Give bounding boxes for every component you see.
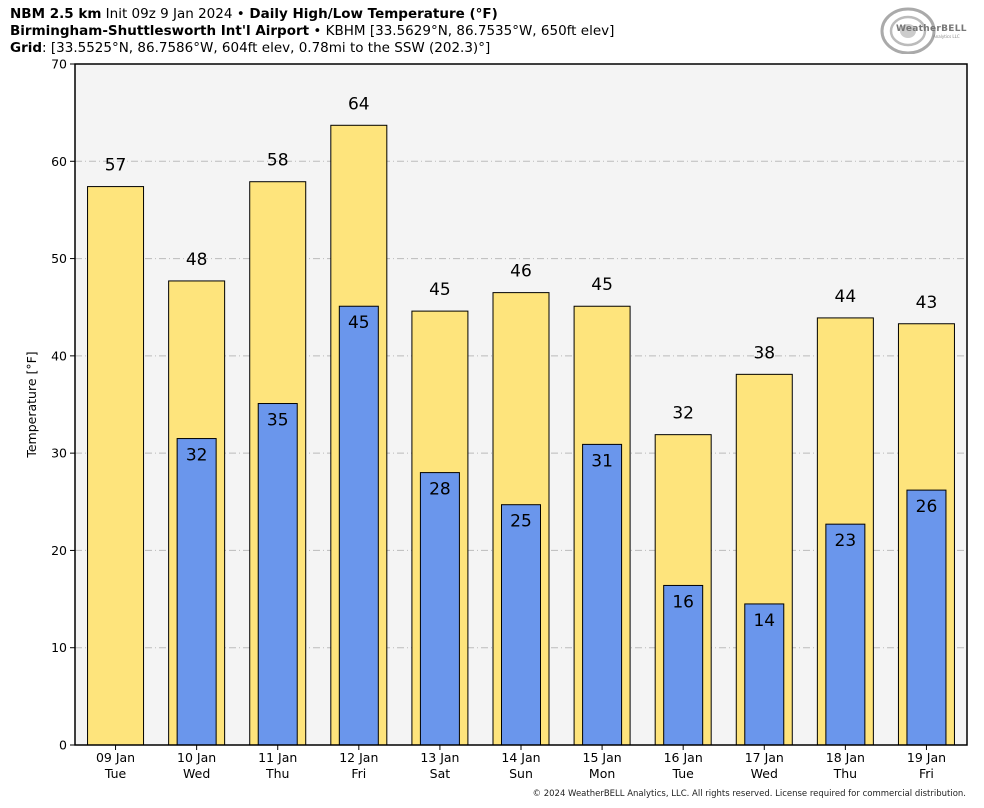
y-tick-label: 10 xyxy=(51,640,67,655)
x-tick-label-day: Sat xyxy=(430,766,451,781)
x-tick-label-day: Wed xyxy=(183,766,210,781)
x-tick-label-day: Thu xyxy=(833,766,857,781)
bar-low xyxy=(825,523,866,746)
label-high: 38 xyxy=(753,343,775,363)
chart-title-line1: NBM 2.5 km Init 09z 9 Jan 2024 • Daily H… xyxy=(10,6,498,23)
x-tick-label-date: 13 Jan xyxy=(420,750,459,765)
station-info: • KBHM [33.5629°N, 86.7535°W, 650ft elev… xyxy=(309,23,615,39)
label-high: 57 xyxy=(105,156,127,176)
bar-low xyxy=(501,504,541,746)
x-tick-label-day: Tue xyxy=(672,766,695,781)
logo-subtext: Analytics LLC xyxy=(933,34,960,39)
x-tick-label-date: 09 Jan xyxy=(96,750,135,765)
label-low: 16 xyxy=(672,592,694,612)
title-separator: • xyxy=(236,6,245,22)
chart-title-line3: Grid: [33.5525°N, 86.7586°W, 604ft elev,… xyxy=(10,40,490,57)
x-tick-label-day: Fri xyxy=(919,766,934,781)
x-tick-label-date: 14 Jan xyxy=(501,750,540,765)
bar-low xyxy=(906,489,947,746)
label-low: 45 xyxy=(348,313,370,333)
label-low: 23 xyxy=(835,531,857,551)
bar-low xyxy=(176,438,217,746)
x-tick-label-date: 16 Jan xyxy=(664,750,703,765)
bar-low xyxy=(419,472,460,746)
x-tick-label-day: Tue xyxy=(104,766,127,781)
logo-text: WeatherBELL xyxy=(896,24,967,34)
grid-label: Grid xyxy=(10,40,43,56)
label-low: 26 xyxy=(916,497,938,517)
label-high: 46 xyxy=(510,262,532,282)
label-low: 32 xyxy=(186,446,208,466)
label-high: 45 xyxy=(591,275,613,295)
station-name: Birmingham-Shuttlesworth Int'l Airport xyxy=(10,23,310,39)
model-name: NBM 2.5 km xyxy=(10,6,102,22)
init-time: Init 09z 9 Jan 2024 xyxy=(101,6,237,22)
y-tick-label: 50 xyxy=(51,251,67,266)
label-low: 31 xyxy=(591,451,613,471)
x-tick-label-day: Fri xyxy=(351,766,366,781)
y-tick-label: 20 xyxy=(51,543,67,558)
x-tick-label-date: 12 Jan xyxy=(339,750,378,765)
bar-low xyxy=(338,305,379,746)
x-tick-label-day: Mon xyxy=(589,766,615,781)
x-tick-label-date: 17 Jan xyxy=(745,750,784,765)
label-high: 32 xyxy=(672,404,694,424)
x-tick-label-date: 15 Jan xyxy=(583,750,622,765)
x-tick-label-day: Thu xyxy=(265,766,289,781)
x-tick-label-day: Wed xyxy=(751,766,778,781)
label-high: 45 xyxy=(429,280,451,300)
x-tick-label-date: 18 Jan xyxy=(826,750,865,765)
bar-low xyxy=(663,584,704,746)
label-high: 43 xyxy=(916,293,938,313)
label-low: 35 xyxy=(267,411,289,431)
x-tick-label-date: 10 Jan xyxy=(177,750,216,765)
y-tick-label: 30 xyxy=(51,446,67,461)
y-axis-label: Temperature [°F] xyxy=(24,351,39,458)
x-tick-label-day: Sun xyxy=(509,766,533,781)
bar-high xyxy=(87,186,145,746)
y-tick-label: 70 xyxy=(51,57,67,72)
label-high: 58 xyxy=(267,151,289,171)
bar-low xyxy=(744,603,785,746)
grid-info: : [33.5525°N, 86.7586°W, 604ft elev, 0.7… xyxy=(42,40,491,56)
x-tick-label-date: 11 Jan xyxy=(258,750,297,765)
label-low: 14 xyxy=(753,611,775,631)
x-tick-label-date: 19 Jan xyxy=(907,750,946,765)
bar-low xyxy=(257,403,298,746)
y-tick-label: 60 xyxy=(51,154,67,169)
label-high: 44 xyxy=(835,287,857,307)
chart-title-line2: Birmingham-Shuttlesworth Int'l Airport •… xyxy=(10,23,614,40)
bar-low xyxy=(582,443,623,746)
chart-title: Daily High/Low Temperature (°F) xyxy=(244,6,498,22)
label-high: 64 xyxy=(348,94,370,114)
label-low: 28 xyxy=(429,480,451,500)
y-tick-label: 0 xyxy=(59,738,67,753)
label-low: 25 xyxy=(510,512,532,532)
label-high: 48 xyxy=(186,250,208,270)
copyright-footer: © 2024 WeatherBELL Analytics, LLC. All r… xyxy=(532,789,966,799)
y-tick-label: 40 xyxy=(51,348,67,363)
weatherbell-logo xyxy=(880,7,936,54)
